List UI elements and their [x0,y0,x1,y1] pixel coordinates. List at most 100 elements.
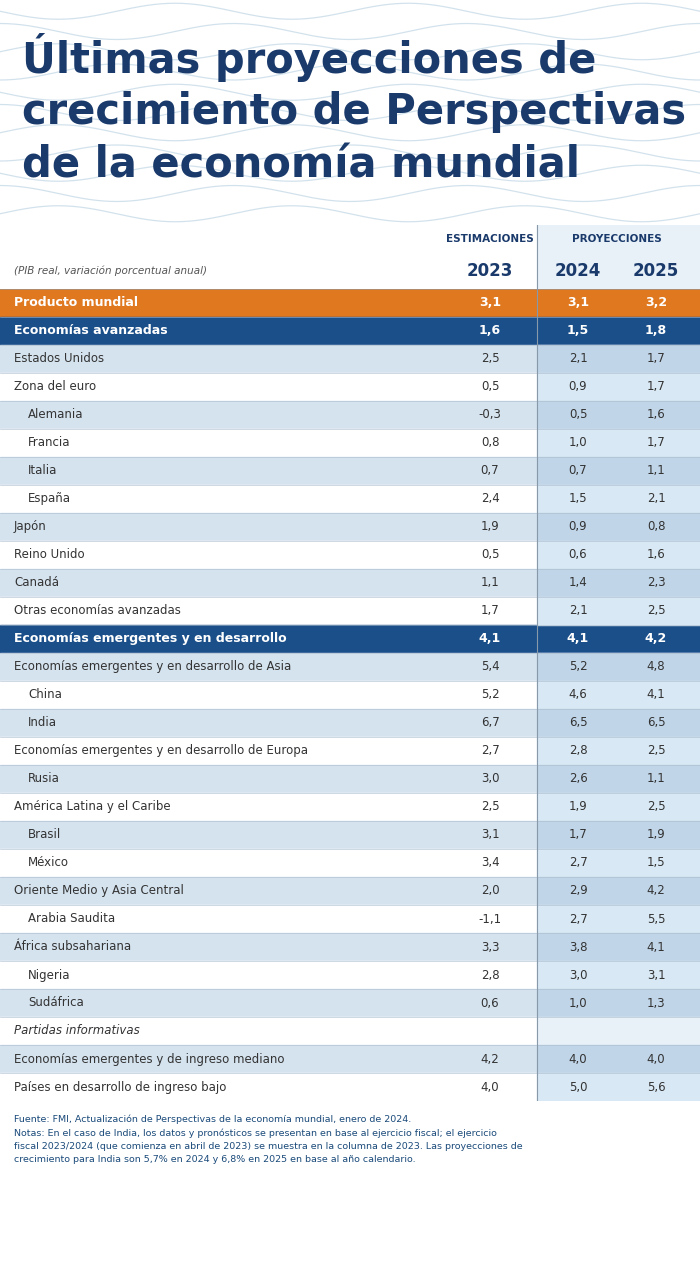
Text: 6,7: 6,7 [481,717,499,730]
Bar [537,877,700,905]
Bar [0,513,700,541]
Text: Producto mundial: Producto mundial [14,296,138,310]
Text: 2023: 2023 [467,262,513,280]
Bar [0,344,700,372]
Bar [0,486,700,513]
Text: 0,9: 0,9 [568,380,587,394]
Text: crecimiento de Perspectivas: crecimiento de Perspectivas [22,92,686,133]
Text: Economías emergentes y en desarrollo de Europa: Economías emergentes y en desarrollo de … [14,745,308,758]
Bar [537,653,700,681]
Text: 0,7: 0,7 [481,464,499,478]
Text: 0,5: 0,5 [568,408,587,422]
Text: 1,1: 1,1 [647,464,666,478]
Text: 1,1: 1,1 [647,773,666,785]
Text: ESTIMACIONES: ESTIMACIONES [446,234,534,244]
Text: 2,0: 2,0 [481,885,499,897]
Bar [0,1045,700,1073]
Bar [537,486,700,513]
Text: Países en desarrollo de ingreso bajo: Países en desarrollo de ingreso bajo [14,1080,226,1093]
Text: 5,2: 5,2 [568,661,587,674]
Text: Zona del euro: Zona del euro [14,380,96,394]
Text: Fuente: FMI, Actualización de Perspectivas de la economía mundial, enero de 2024: Fuente: FMI, Actualización de Perspectiv… [14,1115,523,1164]
Bar [537,1073,700,1101]
Text: Japón: Japón [14,521,47,534]
Text: 4,1: 4,1 [647,689,666,702]
Text: 3,0: 3,0 [568,969,587,981]
Text: 3,8: 3,8 [568,941,587,953]
Text: México: México [28,857,69,869]
Text: América Latina y el Caribe: América Latina y el Caribe [14,801,171,813]
Text: 6,5: 6,5 [647,717,665,730]
Text: 1,9: 1,9 [568,801,587,813]
Bar [537,821,700,849]
Bar [0,849,700,877]
Bar [0,458,700,486]
Bar [537,344,700,372]
Text: 1,8: 1,8 [645,324,667,338]
Text: 1,6: 1,6 [647,408,666,422]
Text: 0,5: 0,5 [481,380,499,394]
Bar [537,989,700,1017]
Bar [537,905,700,933]
Text: 0,6: 0,6 [481,996,499,1009]
Text: 5,5: 5,5 [647,913,665,925]
Text: -1,1: -1,1 [478,913,502,925]
Bar [0,289,700,316]
Bar [0,989,700,1017]
Bar [0,933,700,961]
Text: 3,3: 3,3 [481,941,499,953]
Text: 1,6: 1,6 [647,549,666,562]
Bar [0,737,700,765]
Bar [537,458,700,486]
Text: 6,5: 6,5 [568,717,587,730]
Text: 2,5: 2,5 [481,801,499,813]
Text: Italia: Italia [28,464,57,478]
Text: FONDO MONETARIO INTERNACIONAL: FONDO MONETARIO INTERNACIONAL [20,1235,307,1249]
Bar [0,653,700,681]
Text: 0,9: 0,9 [568,521,587,534]
Text: 5,2: 5,2 [481,689,499,702]
Text: 1,9: 1,9 [481,521,499,534]
Bar [0,709,700,737]
Bar [537,430,700,458]
Bar [0,1073,700,1101]
Text: Economías emergentes y en desarrollo: Economías emergentes y en desarrollo [14,633,286,646]
Bar [0,905,700,933]
Bar [0,961,700,989]
Text: Francia: Francia [28,436,71,450]
Text: Rusia: Rusia [28,773,60,785]
Text: 2,9: 2,9 [568,885,587,897]
Text: 4,6: 4,6 [568,689,587,702]
Text: 1,7: 1,7 [568,829,587,841]
Bar [537,1045,700,1073]
Text: 2,3: 2,3 [647,577,665,590]
Text: 2,1: 2,1 [568,352,587,366]
Text: 2,4: 2,4 [481,492,499,506]
Text: 4,1: 4,1 [647,941,666,953]
Bar [537,933,700,961]
Bar [537,709,700,737]
Bar [537,225,700,253]
Text: Brasil: Brasil [28,829,62,841]
Text: 2024: 2024 [555,262,601,280]
Text: 2025: 2025 [633,262,679,280]
Bar [537,1017,700,1045]
Text: España: España [28,492,71,506]
Bar [537,541,700,569]
Bar [0,400,700,430]
Bar [0,1017,700,1045]
Text: 2,8: 2,8 [481,969,499,981]
Text: Economías emergentes y en desarrollo de Asia: Economías emergentes y en desarrollo de … [14,661,291,674]
Bar [537,737,700,765]
Bar [537,681,700,709]
Bar [0,821,700,849]
Text: Sudáfrica: Sudáfrica [28,996,84,1009]
Text: 1,9: 1,9 [647,829,666,841]
Bar [537,793,700,821]
Text: 2,7: 2,7 [568,913,587,925]
Bar [537,372,700,400]
Text: 1,0: 1,0 [568,996,587,1009]
Bar [0,569,700,597]
Text: 2,1: 2,1 [647,492,666,506]
Text: 3,4: 3,4 [481,857,499,869]
